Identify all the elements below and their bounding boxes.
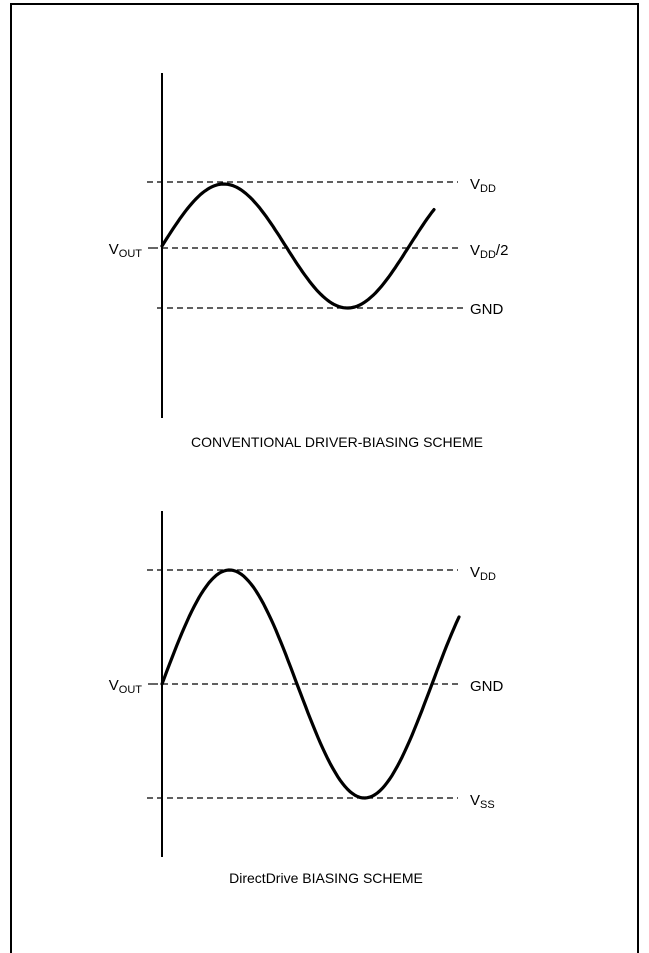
conventional-diagram: VOUT VDD VDD/2 GND CONVENTIONAL DRIVER-B… — [109, 73, 508, 450]
conventional-vout-label: VOUT — [109, 241, 143, 260]
conventional-gnd-label: GND — [470, 301, 504, 318]
conventional-vdd-label: VDD — [470, 176, 496, 195]
directdrive-caption: DirectDrive BIASING SCHEME — [229, 870, 423, 886]
conventional-waveform — [160, 182, 436, 310]
directdrive-vss-label: VSS — [470, 792, 495, 811]
directdrive-diagram: VOUT VDD GND VSS DirectDrive BIASING SCH… — [109, 511, 504, 886]
conventional-caption: CONVENTIONAL DRIVER-BIASING SCHEME — [191, 434, 483, 450]
directdrive-vout-label: VOUT — [109, 677, 143, 696]
directdrive-gnd-label: GND — [470, 678, 504, 695]
directdrive-waveform — [160, 568, 461, 800]
conventional-half-vdd-label: VDD/2 — [470, 242, 508, 261]
figure-frame — [10, 3, 639, 953]
directdrive-vdd-label: VDD — [470, 564, 496, 583]
